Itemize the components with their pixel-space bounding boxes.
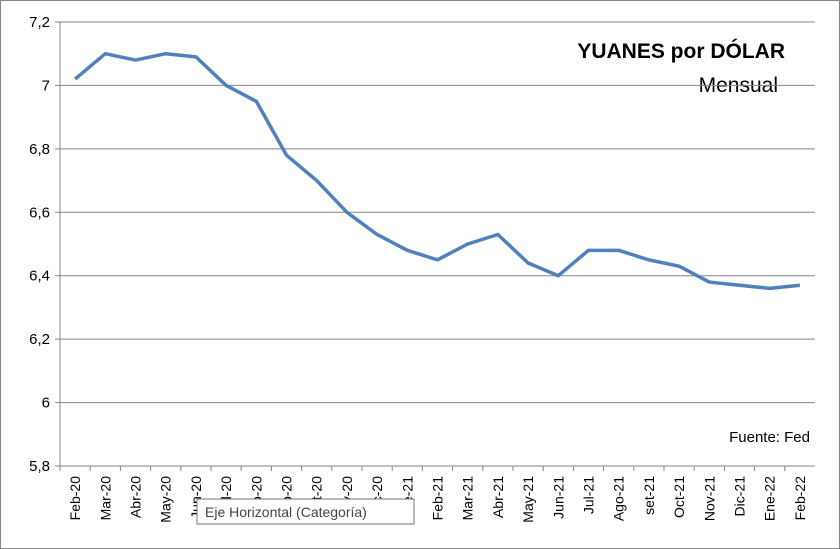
chart-title: YUANES por DÓLAR [577, 39, 785, 63]
data-line [73, 51, 801, 291]
tooltip-text: Eje Horizontal (Categoría) [205, 504, 367, 520]
y-tick-label: 7,2 [29, 14, 50, 31]
y-tick-label: 6,4 [29, 268, 50, 285]
source-note: Fuente: Fed [729, 429, 810, 446]
x-tick-label: Mar-21 [460, 476, 476, 521]
x-tick-label: May-20 [158, 476, 174, 523]
y-tick-label: 6,2 [29, 331, 50, 348]
tooltip-box [196, 498, 415, 525]
x-tick-label: Ene-22 [762, 476, 778, 521]
x-tick-label: Oct-21 [671, 476, 687, 518]
x-tick-label: Dic-21 [732, 476, 748, 517]
x-tick-label: set-21 [641, 476, 657, 515]
x-tick-label: Nov-21 [701, 476, 717, 521]
y-tick-label: 7 [42, 77, 50, 94]
x-tick-label: Feb-22 [792, 476, 808, 521]
x-tick-label: Abr-21 [490, 476, 506, 518]
y-tick-label: 5,8 [29, 458, 50, 475]
tooltip: Eje Horizontal (Categoría) [196, 498, 415, 525]
x-tick-label: Abr-20 [128, 476, 144, 518]
x-tick-label: May-21 [520, 476, 536, 523]
y-tick-label: 6,6 [29, 204, 50, 221]
y-tick-label: 6,8 [29, 141, 50, 158]
x-tick-label: Feb-21 [430, 476, 446, 521]
x-tick-label: Ago-21 [611, 476, 627, 521]
y-tick-label: 6 [42, 395, 50, 412]
x-tick-label: Jun-21 [550, 476, 566, 519]
x-tick-label: Mar-20 [97, 476, 113, 521]
x-tick-label: Jul-21 [581, 476, 597, 514]
x-tick-label: Feb-20 [67, 476, 83, 521]
